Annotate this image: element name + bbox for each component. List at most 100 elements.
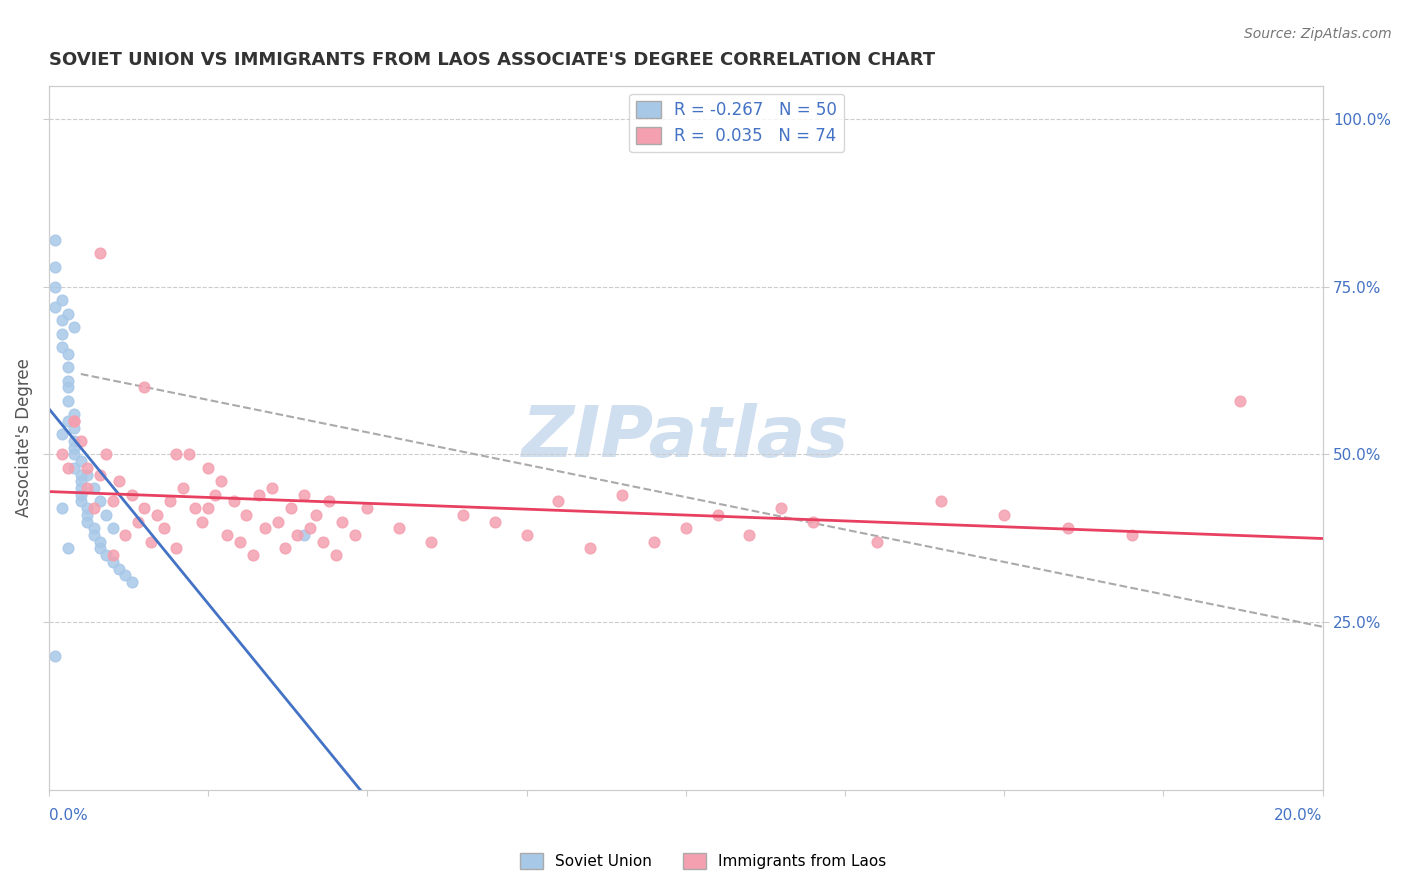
Point — [63, 448, 86, 462]
Point — [242, 548, 264, 562]
Point — [292, 488, 315, 502]
Point — [56, 541, 79, 556]
Point — [770, 501, 793, 516]
Point — [356, 501, 378, 516]
Point — [63, 407, 86, 421]
Point — [152, 521, 174, 535]
Point — [56, 380, 79, 394]
Point — [63, 420, 86, 434]
Point — [69, 494, 91, 508]
Point — [89, 494, 111, 508]
Text: 0.0%: 0.0% — [49, 808, 87, 823]
Point — [706, 508, 728, 522]
Point — [610, 488, 633, 502]
Point — [929, 494, 952, 508]
Point — [260, 481, 283, 495]
Point — [76, 508, 98, 522]
Point — [76, 501, 98, 516]
Point — [96, 448, 118, 462]
Point — [114, 568, 136, 582]
Point — [51, 293, 73, 308]
Point — [738, 528, 761, 542]
Point — [343, 528, 366, 542]
Point — [44, 300, 66, 314]
Point — [56, 393, 79, 408]
Point — [172, 481, 194, 495]
Point — [69, 475, 91, 489]
Point — [643, 534, 665, 549]
Point — [56, 347, 79, 361]
Point — [51, 340, 73, 354]
Point — [63, 441, 86, 455]
Point — [305, 508, 328, 522]
Point — [134, 501, 156, 516]
Point — [177, 448, 200, 462]
Point — [121, 488, 143, 502]
Point — [165, 541, 187, 556]
Point — [285, 528, 308, 542]
Point — [83, 501, 105, 516]
Point — [191, 515, 214, 529]
Point — [299, 521, 322, 535]
Point — [235, 508, 257, 522]
Point — [56, 374, 79, 388]
Point — [108, 475, 131, 489]
Text: SOVIET UNION VS IMMIGRANTS FROM LAOS ASSOCIATE'S DEGREE CORRELATION CHART: SOVIET UNION VS IMMIGRANTS FROM LAOS ASS… — [49, 51, 935, 69]
Point — [51, 448, 73, 462]
Point — [209, 475, 232, 489]
Point — [280, 501, 302, 516]
Point — [222, 494, 245, 508]
Point — [184, 501, 207, 516]
Point — [76, 467, 98, 482]
Point — [44, 648, 66, 663]
Point — [292, 528, 315, 542]
Point — [1229, 393, 1251, 408]
Point — [139, 534, 162, 549]
Point — [51, 501, 73, 516]
Point — [69, 467, 91, 482]
Point — [114, 528, 136, 542]
Point — [801, 515, 824, 529]
Point — [76, 515, 98, 529]
Point — [83, 521, 105, 535]
Point — [165, 448, 187, 462]
Point — [217, 528, 239, 542]
Point — [273, 541, 295, 556]
Point — [101, 494, 124, 508]
Point — [247, 488, 270, 502]
Point — [89, 246, 111, 260]
Point — [101, 555, 124, 569]
Point — [579, 541, 602, 556]
Point — [69, 434, 91, 448]
Point — [44, 233, 66, 247]
Point — [146, 508, 169, 522]
Point — [254, 521, 277, 535]
Point — [675, 521, 697, 535]
Point — [204, 488, 226, 502]
Point — [197, 461, 219, 475]
Point — [197, 501, 219, 516]
Point — [44, 260, 66, 274]
Y-axis label: Associate's Degree: Associate's Degree — [15, 359, 32, 517]
Point — [484, 515, 506, 529]
Legend: R = -0.267   N = 50, R =  0.035   N = 74: R = -0.267 N = 50, R = 0.035 N = 74 — [630, 94, 844, 152]
Point — [63, 320, 86, 334]
Point — [83, 528, 105, 542]
Point — [63, 414, 86, 428]
Point — [69, 454, 91, 468]
Point — [547, 494, 569, 508]
Point — [51, 313, 73, 327]
Point — [325, 548, 347, 562]
Point — [56, 307, 79, 321]
Point — [63, 414, 86, 428]
Point — [388, 521, 411, 535]
Text: Source: ZipAtlas.com: Source: ZipAtlas.com — [1244, 27, 1392, 41]
Text: 20.0%: 20.0% — [1274, 808, 1323, 823]
Point — [56, 414, 79, 428]
Point — [451, 508, 474, 522]
Point — [101, 521, 124, 535]
Point — [89, 541, 111, 556]
Point — [318, 494, 340, 508]
Point — [1121, 528, 1143, 542]
Point — [69, 488, 91, 502]
